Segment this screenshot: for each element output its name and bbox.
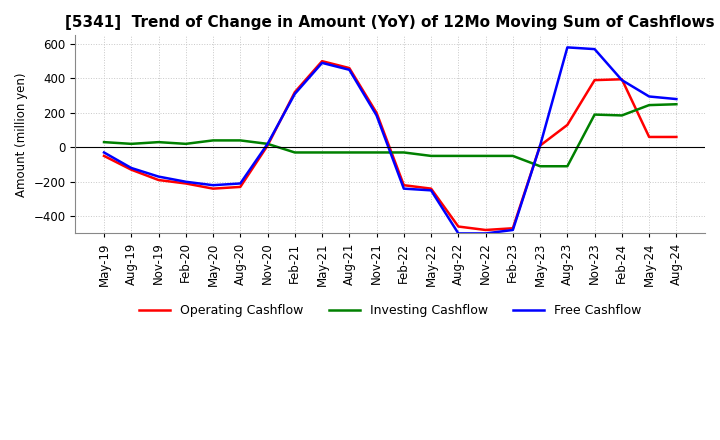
Operating Cashflow [590,77,599,83]
Investing Cashflow [454,153,463,158]
Free Cashflow [99,150,108,155]
Free Cashflow [154,174,163,179]
Free Cashflow [563,45,572,50]
Operating Cashflow [290,89,299,95]
Investing Cashflow [318,150,326,155]
Investing Cashflow [481,153,490,158]
Free Cashflow [127,165,135,171]
Legend: Operating Cashflow, Investing Cashflow, Free Cashflow: Operating Cashflow, Investing Cashflow, … [134,299,647,322]
Investing Cashflow [345,150,354,155]
Free Cashflow [264,141,272,147]
Operating Cashflow [618,77,626,82]
Investing Cashflow [427,153,436,158]
Investing Cashflow [508,153,517,158]
Free Cashflow [181,179,190,184]
Investing Cashflow [154,139,163,145]
Investing Cashflow [536,164,544,169]
Investing Cashflow [672,102,680,107]
Operating Cashflow [181,181,190,186]
Investing Cashflow [400,150,408,155]
Investing Cashflow [590,112,599,117]
Operating Cashflow [154,177,163,183]
Free Cashflow [508,227,517,233]
Investing Cashflow [209,138,217,143]
Title: [5341]  Trend of Change in Amount (YoY) of 12Mo Moving Sum of Cashflows: [5341] Trend of Change in Amount (YoY) o… [66,15,715,30]
Investing Cashflow [127,141,135,147]
Operating Cashflow [427,186,436,191]
Investing Cashflow [236,138,245,143]
Free Cashflow [590,47,599,52]
Free Cashflow [481,231,490,236]
Operating Cashflow [345,66,354,71]
Operating Cashflow [508,226,517,231]
Line: Investing Cashflow: Investing Cashflow [104,104,676,166]
Free Cashflow [400,186,408,191]
Operating Cashflow [400,183,408,188]
Free Cashflow [372,113,381,118]
Operating Cashflow [209,186,217,191]
Operating Cashflow [536,143,544,148]
Investing Cashflow [290,150,299,155]
Free Cashflow [454,231,463,236]
Operating Cashflow [99,153,108,158]
Free Cashflow [672,96,680,102]
Free Cashflow [236,181,245,186]
Investing Cashflow [181,141,190,147]
Operating Cashflow [454,224,463,229]
Operating Cashflow [236,184,245,190]
Operating Cashflow [672,134,680,139]
Line: Operating Cashflow: Operating Cashflow [104,61,676,230]
Free Cashflow [536,143,544,148]
Operating Cashflow [318,59,326,64]
Operating Cashflow [481,227,490,233]
Operating Cashflow [372,110,381,115]
Operating Cashflow [645,134,654,139]
Investing Cashflow [618,113,626,118]
Free Cashflow [290,91,299,96]
Operating Cashflow [127,167,135,172]
Operating Cashflow [563,122,572,128]
Investing Cashflow [264,141,272,147]
Free Cashflow [209,183,217,188]
Free Cashflow [318,60,326,66]
Free Cashflow [427,188,436,193]
Y-axis label: Amount (million yen): Amount (million yen) [15,72,28,197]
Investing Cashflow [645,103,654,108]
Line: Free Cashflow: Free Cashflow [104,48,676,234]
Investing Cashflow [563,164,572,169]
Free Cashflow [618,77,626,83]
Free Cashflow [345,67,354,73]
Investing Cashflow [372,150,381,155]
Free Cashflow [645,94,654,99]
Operating Cashflow [264,143,272,148]
Investing Cashflow [99,139,108,145]
